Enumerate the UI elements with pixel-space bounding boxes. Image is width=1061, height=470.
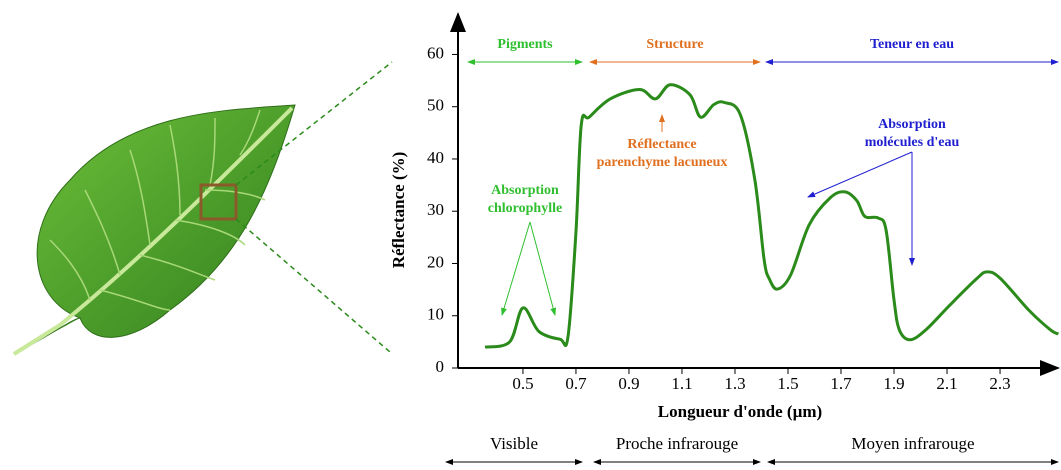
annotation: Absorption xyxy=(878,117,946,132)
x-tick-label: 1.7 xyxy=(830,374,852,393)
reflectance-line xyxy=(484,83,1060,349)
x-tick-label: 1.3 xyxy=(724,374,745,393)
y-tick-label: 10 xyxy=(427,305,444,324)
x-tick-label: 2.3 xyxy=(989,374,1010,393)
annotation-arrow xyxy=(501,221,531,316)
region-label: Visible xyxy=(490,434,538,453)
x-tick-label: 0.7 xyxy=(565,374,587,393)
annotation: chlorophylle xyxy=(488,201,562,216)
region-label: Moyen infrarouge xyxy=(851,434,974,453)
annotation-arrow xyxy=(529,221,557,316)
y-tick-label: 40 xyxy=(427,148,444,167)
y-tick-label: 30 xyxy=(427,200,444,219)
band-label: Teneur en eau xyxy=(870,37,954,52)
y-tick-label: 60 xyxy=(427,43,444,62)
annotation: parenchyme lacuneux xyxy=(597,155,728,170)
x-tick-label: 1.1 xyxy=(671,374,692,393)
y-tick-label: 0 xyxy=(436,357,445,376)
y-tick-label: 50 xyxy=(427,96,444,115)
annotation: Absorption xyxy=(491,183,559,198)
y-tick-label: 20 xyxy=(427,252,444,271)
x-tick-label: 1.9 xyxy=(883,374,904,393)
x-tick-label: 2.1 xyxy=(936,374,957,393)
band-label: Pigments xyxy=(497,37,553,52)
y-axis-title: Réflectance (%) xyxy=(389,152,408,269)
region-label: Proche infrarouge xyxy=(616,434,738,453)
annotation-arrow xyxy=(807,151,913,198)
band-label: Structure xyxy=(646,37,703,52)
x-tick-label: 0.9 xyxy=(618,374,639,393)
x-tick-label: 1.5 xyxy=(777,374,798,393)
x-axis-title: Longueur d'onde (µm) xyxy=(658,402,822,421)
leaf-illustration xyxy=(12,61,393,356)
annotation: Réflectance xyxy=(627,137,696,152)
x-tick-label: 0.5 xyxy=(512,374,533,393)
annotation: molécules d'eau xyxy=(865,135,960,150)
